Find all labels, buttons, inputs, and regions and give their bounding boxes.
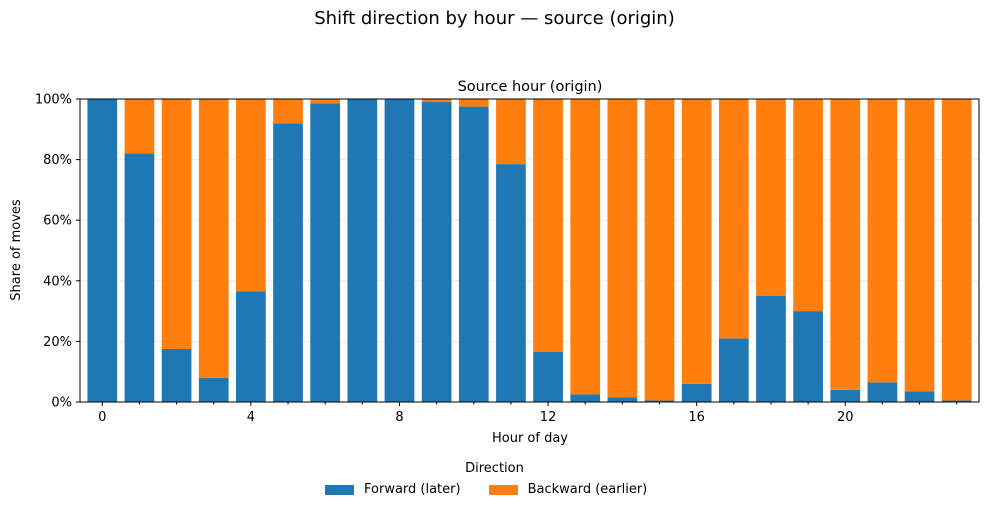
x-tick-label: 16 — [688, 410, 705, 425]
legend-item-backward: Backward (earlier) — [488, 482, 648, 497]
bar-forward — [421, 102, 452, 402]
legend-swatch-forward — [325, 484, 354, 495]
legend-swatch-backward — [488, 484, 518, 495]
bar-backward — [570, 99, 601, 395]
x-axis-label: Hour of day — [492, 431, 568, 446]
bar-forward — [718, 338, 749, 402]
bar-forward — [236, 291, 266, 402]
bar-forward — [384, 99, 415, 402]
bar-forward — [681, 383, 712, 402]
plot-frame — [79, 98, 980, 403]
bar-backward — [793, 99, 823, 312]
legend-title: Direction — [465, 461, 524, 476]
bars — [87, 99, 972, 403]
bar-forward — [644, 400, 675, 402]
legend-label-backward: Backward (earlier) — [527, 482, 648, 497]
bar-backward — [496, 99, 526, 165]
y-tick-label: 0% — [51, 396, 72, 411]
bar-backward — [124, 99, 155, 154]
bar-forward — [198, 377, 229, 402]
bar-backward — [273, 99, 303, 124]
legend: Forward (later) Backward (earlier) — [325, 482, 675, 497]
bar-backward — [830, 99, 861, 390]
bar-backward — [198, 99, 229, 378]
bar-forward — [867, 382, 898, 402]
bar-forward — [607, 397, 638, 402]
bar-backward — [904, 99, 935, 392]
bar-forward — [533, 352, 563, 402]
y-tick-label: 40% — [43, 274, 72, 289]
bar-backward — [644, 99, 675, 401]
bar-forward — [570, 394, 601, 402]
figure-title: Shift direction by hour — source (origin… — [314, 8, 675, 29]
bar-backward — [756, 99, 786, 296]
bar-forward — [830, 389, 861, 402]
bar-backward — [421, 99, 452, 103]
legend-item-forward: Forward (later) — [325, 482, 461, 497]
bar-forward — [347, 99, 378, 402]
bar-backward — [867, 99, 898, 383]
bar-backward — [607, 99, 638, 398]
y-tick-label: 80% — [43, 153, 72, 168]
y-tick-label: 60% — [43, 214, 72, 229]
y-axis-label: Share of moves — [9, 199, 24, 301]
bar-forward — [310, 103, 341, 403]
bar-forward — [273, 123, 303, 403]
bar-backward — [718, 99, 749, 339]
x-tick-label: 8 — [395, 410, 403, 425]
bar-backward — [533, 99, 563, 353]
axes: 0% 20% 40% 60% 80% 100% 0 4 8 12 16 20 — [35, 93, 980, 425]
bar-backward — [161, 99, 192, 349]
bar-forward — [124, 153, 155, 402]
bar-backward — [941, 99, 972, 401]
y-tick-label: 20% — [43, 335, 72, 350]
bar-backward — [310, 99, 341, 104]
bar-backward — [236, 99, 266, 292]
x-tick-label: 0 — [98, 410, 106, 425]
bar-backward — [458, 99, 489, 107]
bar-forward — [941, 400, 972, 402]
bar-forward — [87, 99, 118, 402]
chart-title: Source hour (origin) — [458, 79, 603, 95]
bar-forward — [756, 295, 786, 402]
bar-forward — [161, 348, 192, 402]
x-tick-label: 20 — [837, 410, 854, 425]
legend-label-forward: Forward (later) — [364, 482, 461, 497]
x-tick-label: 4 — [247, 410, 255, 425]
bar-forward — [793, 311, 823, 402]
bar-forward — [496, 164, 526, 402]
bar-forward — [904, 391, 935, 402]
bar-backward — [681, 99, 712, 384]
x-tick-label: 12 — [540, 410, 557, 425]
bar-forward — [458, 106, 489, 402]
y-tick-label: 100% — [35, 93, 72, 108]
